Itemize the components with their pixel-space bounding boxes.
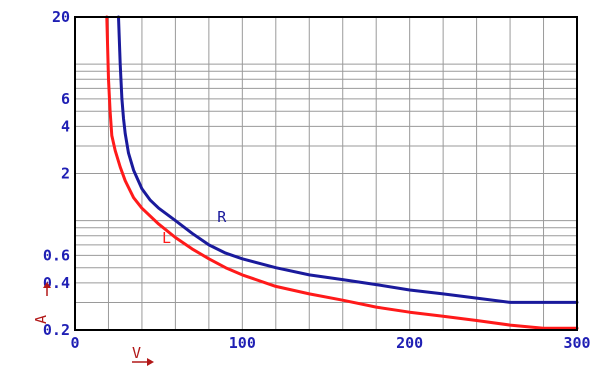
x-tick-label: 100	[229, 334, 256, 352]
series-label-L: L	[162, 229, 171, 247]
y-tick-label: 6	[61, 90, 70, 108]
x-tick-label: 0	[70, 334, 79, 352]
x-axis-label: V	[132, 344, 154, 366]
y-axis-label-text: A	[32, 315, 50, 324]
series-label-R: R	[217, 208, 227, 226]
x-tick-label: 200	[396, 334, 423, 352]
grid	[75, 17, 577, 330]
x-axis-label-text: V	[132, 344, 141, 362]
x-axis-label-arrowhead	[147, 358, 154, 366]
x-tick-label: 300	[563, 334, 590, 352]
y-tick-label: 0.6	[43, 246, 70, 264]
y-tick-label: 2	[61, 165, 70, 183]
y-tick-label: 4	[61, 117, 70, 135]
y-tick-label: 20	[52, 8, 70, 26]
